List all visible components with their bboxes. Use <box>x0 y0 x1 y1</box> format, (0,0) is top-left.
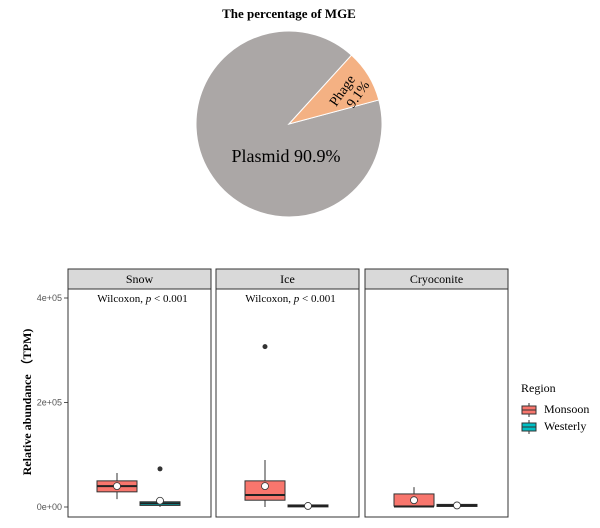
legend: Region Monsoon Westerly <box>521 381 589 434</box>
outlier-snow-westerly <box>157 466 163 472</box>
mean-ice-westerly <box>304 502 312 510</box>
facet-label-cryoconite: Cryoconite <box>410 272 463 286</box>
wilcoxon-annotation-snow: Wilcoxon, p < 0.001 <box>97 293 187 305</box>
facet-label-ice: Ice <box>280 272 295 286</box>
y-tick-label: 0e+00 <box>37 502 62 512</box>
mean-cryoconite-westerly <box>453 501 461 510</box>
pie-slice-phage <box>287 54 380 125</box>
facet-panel-snow <box>67 288 212 518</box>
legend-title: Region <box>521 381 556 395</box>
pie-label-plasmid: Plasmid 90.9% <box>231 146 340 166</box>
outlier-ice-monsoon <box>262 344 268 350</box>
pie-title: The percentage of MGE <box>222 6 356 21</box>
y-tick-label: 2e+05 <box>37 398 62 408</box>
mean-snow-westerly <box>156 496 164 505</box>
facet-label-snow: Snow <box>126 272 154 286</box>
y-axis-label: Relative abundance （TPM) <box>19 329 34 476</box>
facet-panel-ice <box>215 288 360 518</box>
mean-snow-monsoon <box>113 482 121 491</box>
wilcoxon-annotation-ice: Wilcoxon, p < 0.001 <box>245 293 335 305</box>
boxplot-chart: 0e+00 2e+05 4e+05 Snow Wilcoxon, p < 0.001 Ic… <box>37 268 509 518</box>
legend-label-monsoon: Monsoon <box>544 402 589 416</box>
mean-ice-monsoon <box>261 482 269 491</box>
legend-label-westerly: Westerly <box>544 419 586 433</box>
pie-chart <box>195 30 383 218</box>
y-tick-label: 4e+05 <box>37 293 62 303</box>
facet-panel-cryoconite <box>364 288 509 518</box>
mean-cryoconite-monsoon <box>410 496 418 505</box>
